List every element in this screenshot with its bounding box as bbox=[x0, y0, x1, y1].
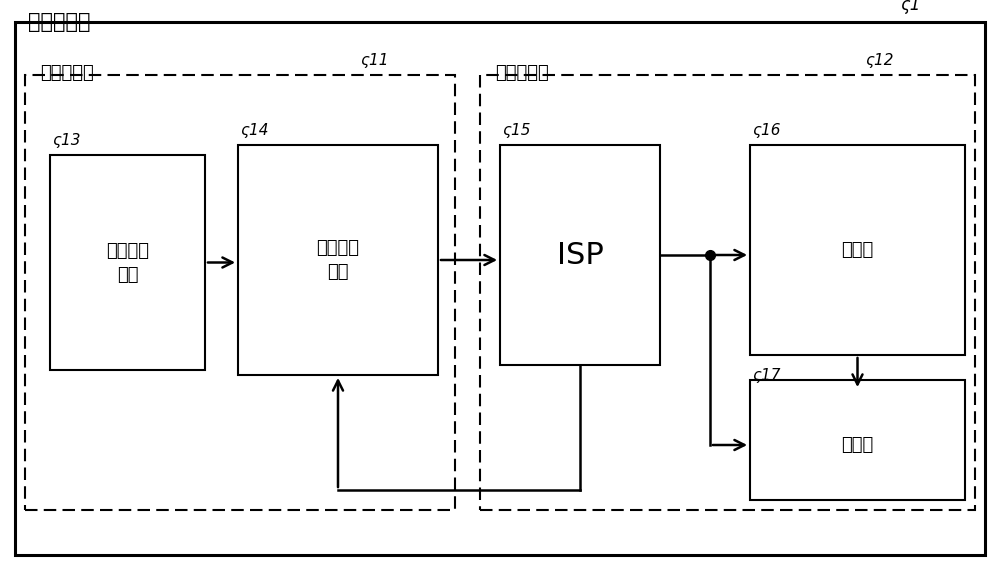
Text: ς11: ς11 bbox=[360, 53, 388, 68]
Text: ISP: ISP bbox=[557, 241, 603, 270]
Text: ς14: ς14 bbox=[240, 123, 268, 138]
Bar bbox=[238, 145, 438, 375]
Text: 装置: 装置 bbox=[327, 263, 349, 281]
Text: ς13: ς13 bbox=[52, 133, 80, 148]
Text: ς17: ς17 bbox=[752, 368, 780, 383]
Text: 显示部: 显示部 bbox=[841, 436, 874, 454]
Bar bbox=[480, 75, 975, 510]
Text: ς15: ς15 bbox=[502, 123, 530, 138]
Text: 摄像光学: 摄像光学 bbox=[106, 241, 149, 259]
Text: ς12: ς12 bbox=[865, 53, 894, 68]
Bar bbox=[750, 380, 965, 500]
Text: 存储部: 存储部 bbox=[841, 241, 874, 259]
Bar bbox=[750, 145, 965, 355]
Text: 数字摄像机: 数字摄像机 bbox=[28, 12, 90, 32]
Text: ς1: ς1 bbox=[900, 0, 920, 14]
Bar bbox=[25, 75, 455, 510]
Bar bbox=[500, 145, 660, 365]
Text: 摄像机模块: 摄像机模块 bbox=[40, 64, 94, 82]
Bar bbox=[50, 155, 205, 370]
Text: 系统: 系统 bbox=[117, 266, 138, 283]
Text: 固体摄像: 固体摄像 bbox=[316, 239, 360, 257]
Text: 后级处理部: 后级处理部 bbox=[495, 64, 549, 82]
Text: ς16: ς16 bbox=[752, 123, 780, 138]
